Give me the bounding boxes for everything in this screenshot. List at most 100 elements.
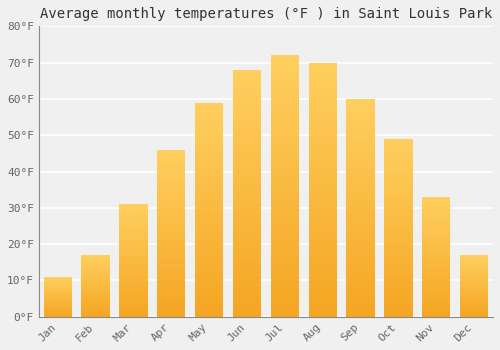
Bar [422,295,450,298]
Bar [233,312,261,317]
Bar [460,275,488,276]
Bar [82,262,110,264]
Bar [422,254,450,257]
Bar [195,240,224,244]
Bar [44,292,72,293]
Bar [119,240,148,243]
Bar [157,206,186,210]
Bar [270,113,299,118]
Bar [270,233,299,238]
Bar [308,68,337,73]
Bar [195,231,224,236]
Bar [82,271,110,272]
Bar [384,171,412,174]
Bar [233,203,261,208]
Bar [422,235,450,238]
Bar [157,170,186,173]
Bar [44,302,72,303]
Bar [270,149,299,155]
Bar [233,80,261,85]
Bar [195,141,224,145]
Bar [195,210,224,214]
Bar [195,291,224,295]
Bar [119,209,148,211]
Bar [233,90,261,95]
Bar [44,298,72,299]
Bar [195,223,224,227]
Bar [44,282,72,283]
Bar [422,274,450,276]
Bar [157,203,186,206]
Bar [119,296,148,299]
Bar [346,138,375,142]
Bar [460,309,488,311]
Bar [384,231,412,235]
Bar [384,139,412,142]
Bar [82,292,110,293]
Bar [346,182,375,186]
Bar [460,316,488,317]
Bar [346,256,375,260]
Bar [157,307,186,310]
Bar [384,238,412,242]
Bar [384,285,412,288]
Bar [195,111,224,116]
Bar [270,244,299,249]
Bar [346,173,375,177]
Bar [82,261,110,262]
Bar [119,218,148,220]
Bar [422,305,450,307]
Bar [460,292,488,293]
Bar [195,274,224,278]
Bar [82,311,110,312]
Bar [233,154,261,159]
Bar [44,304,72,305]
Bar [233,85,261,90]
Bar [384,299,412,302]
Bar [233,129,261,134]
Bar [157,277,186,280]
Bar [422,300,450,302]
Bar [195,244,224,248]
Bar [346,208,375,212]
Bar [422,252,450,254]
Bar [195,137,224,141]
Bar [157,270,186,273]
Bar [270,82,299,87]
Bar [82,297,110,298]
Bar [233,272,261,277]
Bar [384,146,412,149]
Bar [157,223,186,226]
Bar [270,254,299,259]
Bar [119,224,148,227]
Bar [460,262,488,264]
Bar [308,144,337,149]
Bar [460,291,488,292]
Bar [157,230,186,233]
Bar [82,313,110,314]
Bar [157,190,186,193]
Bar [44,278,72,279]
Bar [460,300,488,301]
Bar [233,94,261,99]
Bar [82,269,110,270]
Bar [460,293,488,295]
Bar [119,285,148,288]
Bar [460,314,488,316]
Bar [82,288,110,290]
Bar [308,124,337,129]
Bar [119,252,148,254]
Bar [460,258,488,259]
Bar [195,295,224,300]
Bar [119,245,148,247]
Bar [308,184,337,190]
Bar [346,217,375,221]
Bar [270,170,299,176]
Bar [422,204,450,206]
Bar [308,240,337,246]
Bar [384,278,412,281]
Bar [270,296,299,301]
Bar [119,236,148,238]
Bar [270,207,299,212]
Bar [270,306,299,312]
